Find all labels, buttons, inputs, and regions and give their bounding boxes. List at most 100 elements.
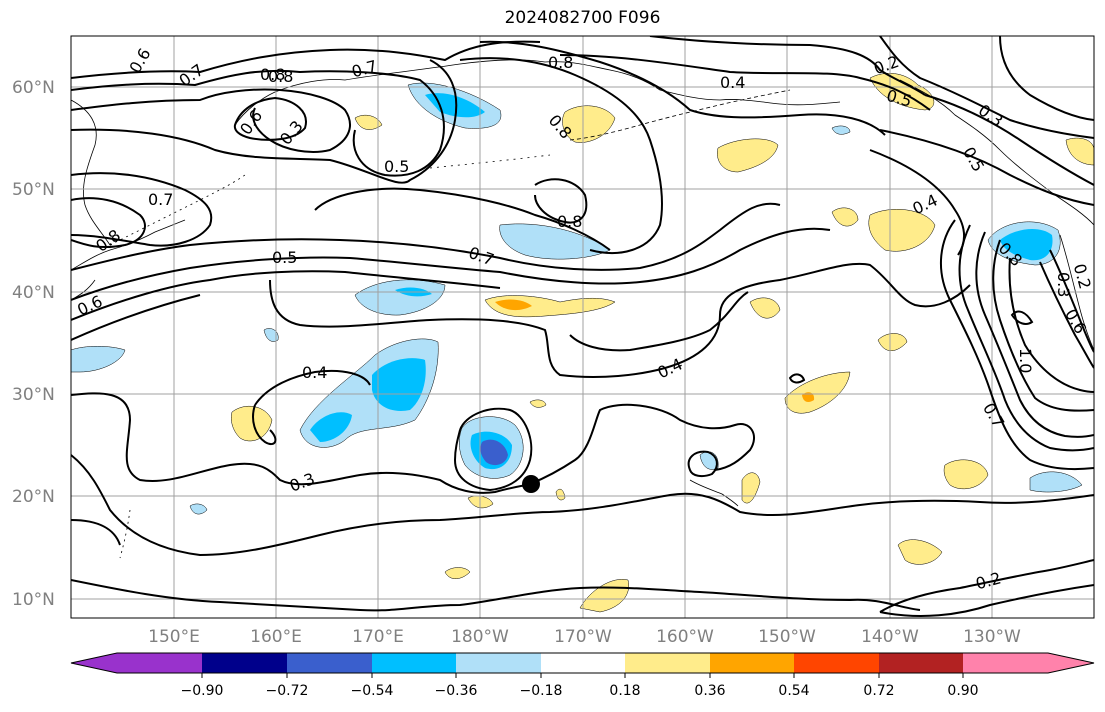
shade-yellow-patch xyxy=(868,209,936,252)
shade-yellow-patch xyxy=(877,333,908,351)
shade-blue-patch xyxy=(499,223,611,260)
coastline-hawaii xyxy=(689,479,739,507)
contour-line xyxy=(559,54,931,111)
shade-cyan-patch xyxy=(425,93,485,118)
contour-line xyxy=(269,262,971,379)
contour-label: 0.2 xyxy=(974,568,1004,593)
map-title: 2024082700 F096 xyxy=(504,8,661,28)
contour-line xyxy=(687,450,718,478)
colorbar-tick-label: 0.54 xyxy=(778,683,809,699)
contour-line xyxy=(71,270,501,321)
colorbar-segment xyxy=(202,653,287,673)
shade-yellow-patch xyxy=(943,459,989,490)
contour-label: 0.4 xyxy=(302,363,327,382)
contour-line xyxy=(879,36,1094,139)
shade-blue-patch xyxy=(1029,471,1083,493)
colorbar-outline xyxy=(70,652,1095,674)
shade-blue-patch xyxy=(71,346,126,373)
contour-label: 0.5 xyxy=(959,144,988,176)
contour-label: 0.6 xyxy=(74,291,105,319)
colorbar-segment xyxy=(541,653,625,673)
shade-yellow-patch xyxy=(717,138,779,173)
contour-line xyxy=(1049,249,1094,353)
map-frame xyxy=(70,35,1095,619)
shade-cyan-patch xyxy=(372,358,426,411)
contour-line xyxy=(992,239,1094,412)
contour-line xyxy=(233,96,307,141)
contour-line xyxy=(314,187,611,251)
lon-label: 160°E xyxy=(250,627,302,647)
contour-label: 0.5 xyxy=(384,157,409,176)
coastline-marianas xyxy=(119,509,131,559)
shade-yellow-patch xyxy=(444,567,471,579)
colorbar: −0.90 −0.72 −0.54 −0.36 −0.18 0.18 0.36 … xyxy=(70,652,1095,699)
contour-line xyxy=(71,454,1094,557)
contour-label: 0.8 xyxy=(557,212,582,231)
contour-line xyxy=(71,519,121,546)
shade-yellow-patch xyxy=(831,207,859,227)
contour-line xyxy=(879,559,1094,613)
contour-label: 0.8 xyxy=(92,226,124,256)
contour-line xyxy=(71,69,445,177)
colorbar-tick-label: 0.36 xyxy=(694,683,725,699)
contour-line xyxy=(71,59,458,184)
colorbar-segment xyxy=(71,653,202,673)
lat-label: 10°N xyxy=(12,590,55,610)
colorbar-segment xyxy=(963,653,1094,673)
shade-blue-patch xyxy=(354,279,446,316)
shade-cyan-patch xyxy=(1000,228,1053,261)
shade-yellow-patch xyxy=(749,297,781,319)
contour-line xyxy=(879,584,1094,617)
lon-label: 180°W xyxy=(451,627,509,647)
colorbar-ticks xyxy=(201,673,964,678)
contour-layer xyxy=(71,36,1094,617)
map-area xyxy=(71,36,1094,618)
contour-line xyxy=(71,197,146,249)
coastline-bc xyxy=(899,79,1094,226)
shade-yellow-patch xyxy=(562,105,616,143)
colorbar-tick-label: 0.72 xyxy=(863,683,894,699)
shade-yellow-patch xyxy=(741,472,761,504)
contour-line xyxy=(71,392,536,494)
shade-orange-patch xyxy=(802,392,815,403)
shade-blue-patch xyxy=(831,125,851,135)
lon-label: 160°W xyxy=(656,627,714,647)
contour-line xyxy=(649,36,926,96)
contour-line xyxy=(459,57,663,254)
colorbar-tick-label: −0.72 xyxy=(266,683,309,699)
shade-yellow-patch xyxy=(784,371,851,414)
colorbar-segment xyxy=(710,653,794,673)
latitude-labels: 60°N 50°N 40°N 30°N 20°N 10°N xyxy=(12,78,55,610)
shade-yellow-patch xyxy=(1065,137,1094,166)
shade-orange-patch xyxy=(495,299,532,311)
coastline-layer xyxy=(71,59,1094,559)
contour-line xyxy=(453,407,533,492)
contour-line xyxy=(999,36,1094,121)
gridlines xyxy=(71,36,1094,618)
colorbar-tick-label: −0.36 xyxy=(435,683,478,699)
contour-line xyxy=(529,403,755,485)
shade-cyan-patch xyxy=(310,412,352,442)
shade-yellow-patch xyxy=(555,488,566,501)
contour-label: 0.4 xyxy=(720,73,745,92)
contour-label: 0.8 xyxy=(260,65,285,84)
lon-label: 170°W xyxy=(554,627,612,647)
contour-line xyxy=(71,202,781,271)
lat-label: 20°N xyxy=(12,487,55,507)
contour-label: 0.8 xyxy=(268,67,293,86)
contour-line xyxy=(252,404,277,446)
colorbar-segment xyxy=(625,653,710,673)
lon-label: 150°E xyxy=(148,627,200,647)
shade-yellow-patch xyxy=(529,399,547,408)
shade-yellow-patch xyxy=(231,405,273,442)
contour-label: 0.3 xyxy=(1054,272,1073,297)
contour-label: 1.0 xyxy=(1016,348,1035,373)
lon-label: 140°W xyxy=(861,627,919,647)
lon-label: 170°E xyxy=(352,627,404,647)
contour-line xyxy=(958,224,1094,452)
coastline-kamchatka xyxy=(71,99,111,246)
contour-line xyxy=(869,149,966,256)
contour-line xyxy=(879,129,1094,206)
contour-line xyxy=(1008,257,1094,393)
